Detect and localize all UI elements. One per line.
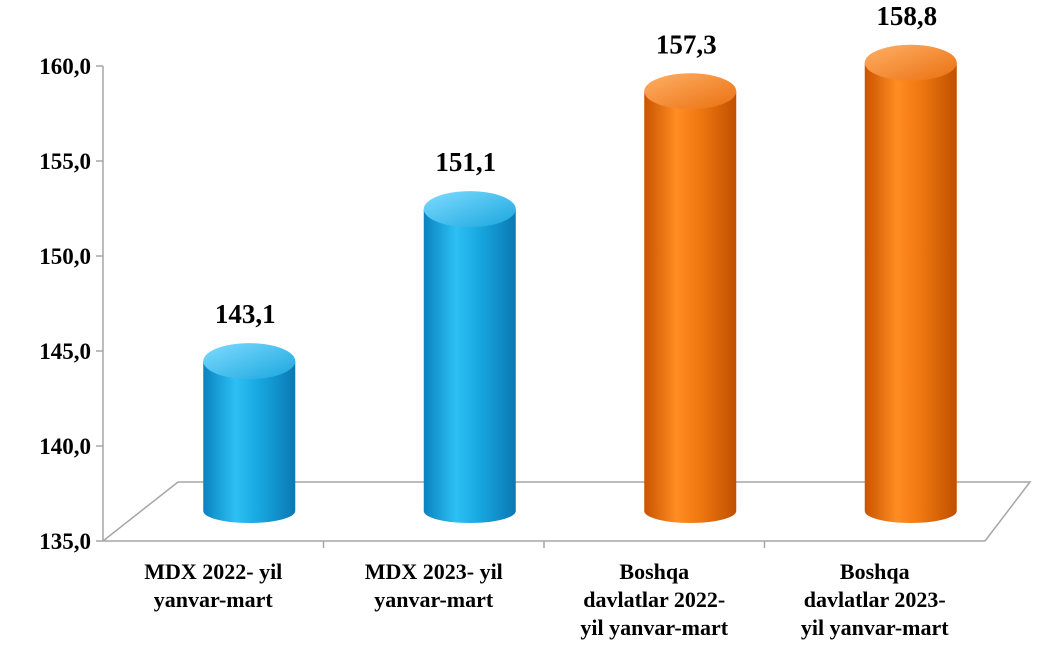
x-tick-label-line: yanvar-mart — [153, 587, 273, 612]
bar-top — [203, 343, 296, 380]
bar-body — [644, 91, 737, 524]
bar — [423, 191, 516, 523]
bar-body — [864, 62, 957, 524]
data-label: 158,8 — [876, 1, 937, 31]
data-label: 151,1 — [435, 147, 496, 177]
x-tick-label: MDX 2022- yil yanvar-mart — [103, 558, 323, 614]
chart-floor — [102, 481, 1032, 542]
y-tick-label: 155,0 — [39, 149, 91, 174]
bar-top — [644, 73, 737, 110]
x-tick-label-line: yil yanvar-mart — [800, 615, 949, 640]
x-tick-label: MDX 2023- yil yanvar-mart — [324, 558, 544, 614]
bar — [644, 73, 737, 524]
x-tick-label-line: yil yanvar-mart — [580, 615, 729, 640]
x-tick-label: Boshqa davlatlar 2022- yil yanvar-mart — [544, 558, 764, 642]
x-tick-label-line: davlatlar 2022- — [583, 587, 726, 612]
y-tick-label: 150,0 — [39, 244, 91, 269]
data-label: 143,1 — [215, 299, 276, 329]
bar-body — [203, 361, 296, 523]
x-tick-label-line: Boshqa — [619, 559, 690, 584]
bar-top — [864, 44, 957, 81]
bar-body — [423, 209, 516, 523]
x-tick-label-line: MDX 2023- yil — [364, 559, 503, 584]
y-tick-label: 135,0 — [39, 529, 91, 554]
x-tick-label-line: MDX 2022- yil — [144, 559, 283, 584]
bar — [203, 343, 296, 523]
data-label: 157,3 — [656, 29, 717, 59]
y-tick-label: 145,0 — [39, 339, 91, 364]
bar — [864, 44, 957, 524]
x-tick-label-line: davlatlar 2023- — [803, 587, 946, 612]
y-tick-label: 140,0 — [39, 434, 91, 459]
y-tick-label: 160,0 — [39, 54, 91, 79]
x-tick-label: Boshqa davlatlar 2023- yil yanvar-mart — [765, 558, 985, 642]
bar-top — [423, 191, 516, 228]
x-tick-label-line: Boshqa — [839, 559, 910, 584]
x-tick-label-line: yanvar-mart — [374, 587, 494, 612]
